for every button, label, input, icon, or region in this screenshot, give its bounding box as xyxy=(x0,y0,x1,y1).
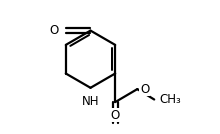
Text: CH₃: CH₃ xyxy=(160,93,181,106)
Text: O: O xyxy=(140,83,149,96)
Text: O: O xyxy=(111,109,120,122)
Text: NH: NH xyxy=(82,95,99,108)
Text: O: O xyxy=(50,24,59,37)
